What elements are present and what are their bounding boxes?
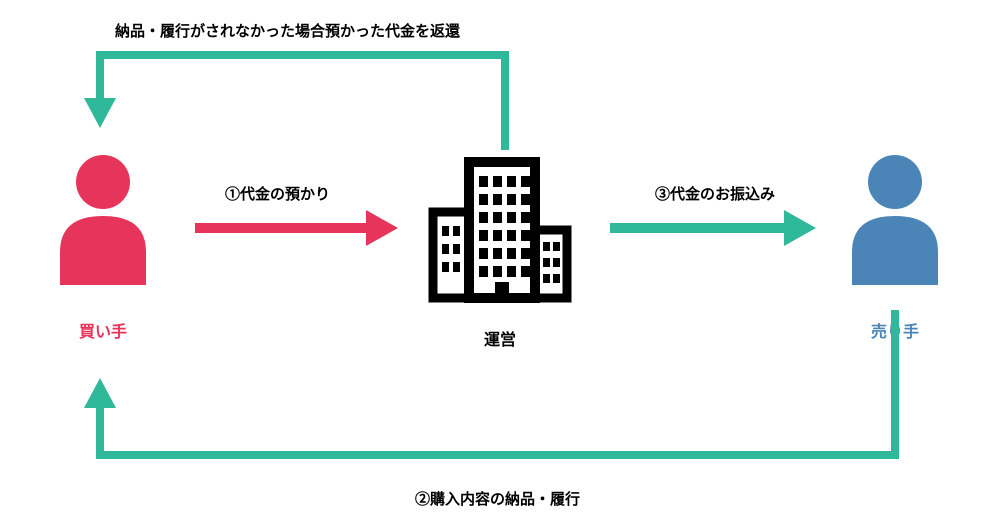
- operator-building-icon: [425, 150, 575, 310]
- buyer-label: 買い手: [48, 318, 158, 342]
- seller-label: 売り手: [840, 318, 950, 342]
- operator-label: 運営: [425, 326, 575, 350]
- label-transfer: ③代金のお振込み: [655, 183, 775, 204]
- buyer-icon: [48, 150, 158, 290]
- escrow-flow-diagram: 買い手: [0, 0, 999, 529]
- label-delivery: ②購入内容の納品・履行: [415, 488, 580, 509]
- arrow-deposit: [195, 210, 398, 246]
- arrow-transfer: [610, 210, 816, 246]
- label-deposit: ①代金の預かり: [225, 183, 330, 204]
- arrow-refund: [84, 55, 505, 150]
- label-refund: 納品・履行がされなかった場合預かった代金を返還: [115, 20, 460, 41]
- seller-icon: [840, 150, 950, 290]
